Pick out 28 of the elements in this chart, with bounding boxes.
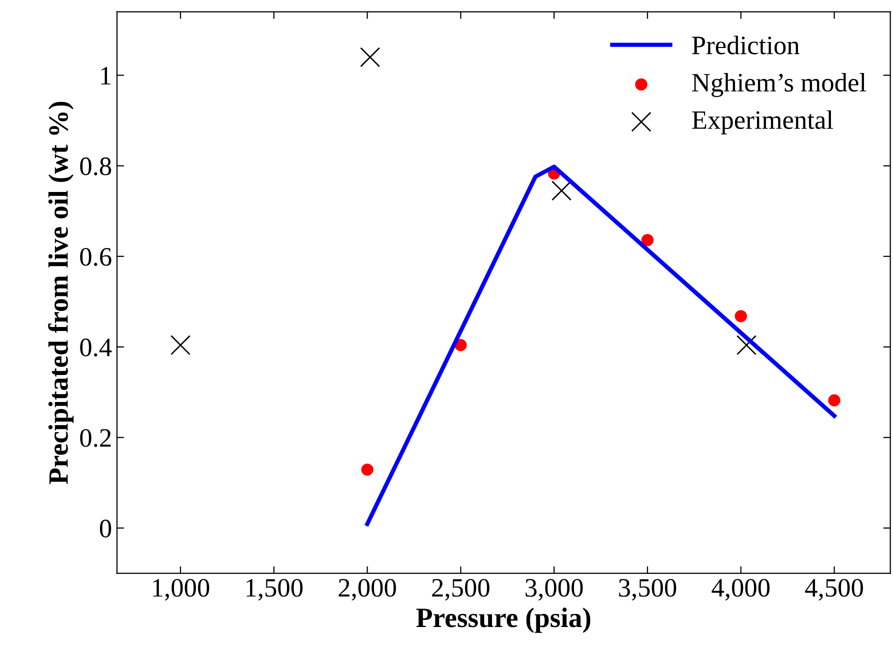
point xyxy=(828,394,840,406)
legend-label: Prediction xyxy=(692,36,800,54)
legend-label: Experimental xyxy=(692,110,834,134)
y-tick-label: 0.4 xyxy=(80,338,112,356)
x-tick-label: 2,000 xyxy=(338,578,396,601)
point xyxy=(734,310,747,322)
y-axis-title: Precipitated from live oil (wt %) xyxy=(48,102,74,484)
point xyxy=(170,335,191,356)
point xyxy=(360,47,380,68)
x-tick-label: 4,000 xyxy=(712,578,770,601)
x-tick-label: 1,500 xyxy=(246,578,303,601)
y-tick-label: 0.2 xyxy=(80,429,111,448)
y-tick-label: 0.6 xyxy=(80,248,112,266)
x-tick-label: 3,000 xyxy=(526,578,583,601)
x-tick-label: 1,000 xyxy=(153,578,210,601)
x-tick-label: 2,500 xyxy=(432,578,490,601)
y-tick-label: 0.8 xyxy=(80,157,112,176)
x-tick-label: 4,500 xyxy=(805,578,863,601)
legend-label: Nghiem’s model xyxy=(692,73,866,98)
line-series xyxy=(365,164,836,526)
x-axis-title: Pressure (psia) xyxy=(416,608,590,633)
y-tick-label: 0 xyxy=(100,520,112,538)
point xyxy=(736,335,756,356)
x-tick-label: 3,500 xyxy=(619,578,676,601)
y-tick-label: 1 xyxy=(101,66,111,84)
point xyxy=(552,180,572,201)
point xyxy=(361,464,374,476)
point xyxy=(641,234,654,246)
